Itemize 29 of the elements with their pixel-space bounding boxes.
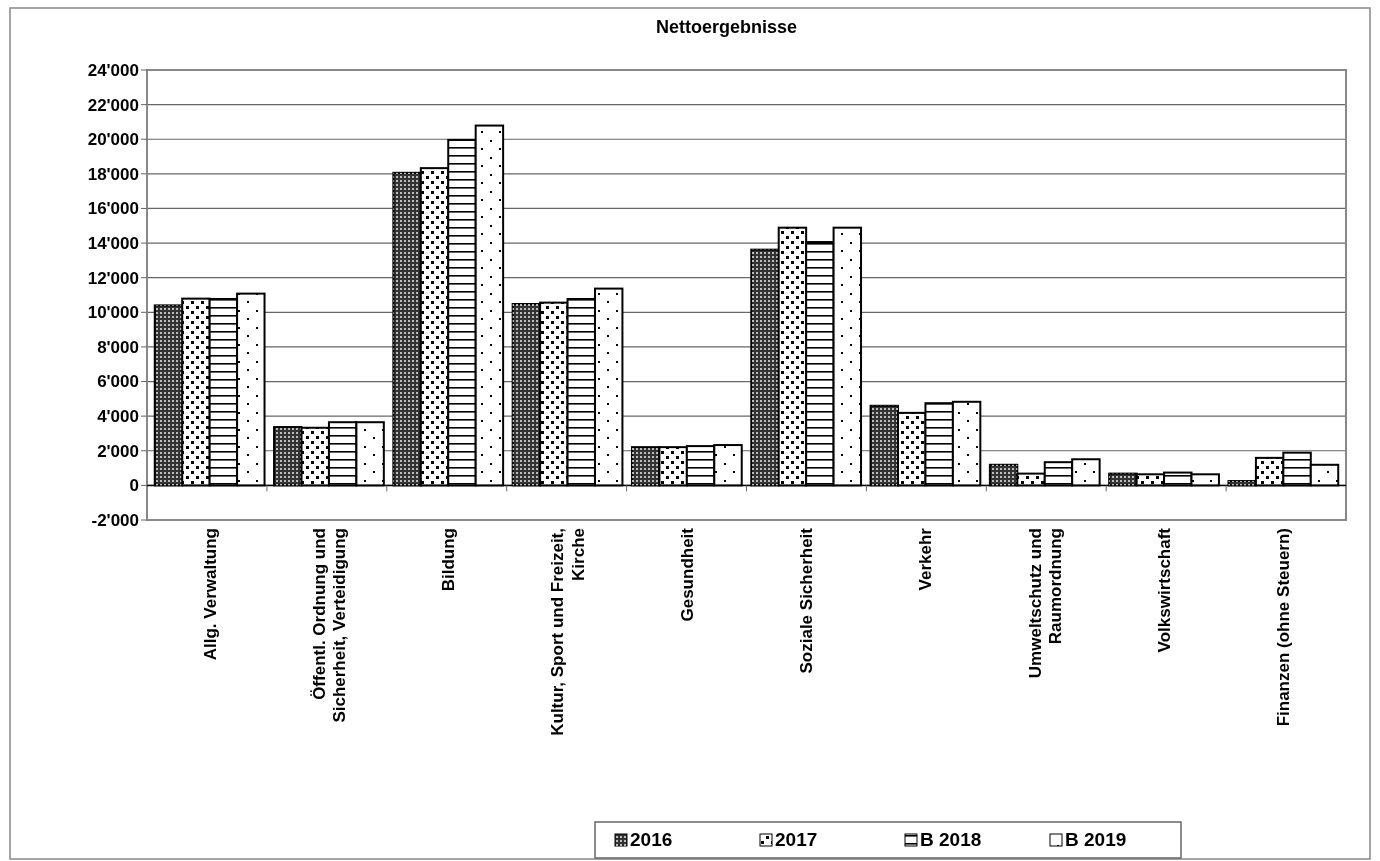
y-tick-label: 22'000: [87, 95, 139, 115]
y-tick-label: 16'000: [87, 199, 139, 219]
y-tick-label: 2'000: [97, 441, 139, 461]
y-tick-label: 4'000: [97, 407, 139, 427]
y-tick-label: 20'000: [87, 130, 139, 150]
y-tick-label: 8'000: [97, 337, 139, 357]
y-tick-label: 0: [129, 476, 139, 496]
y-tick-label: -2'000: [91, 510, 139, 530]
chart-title: Nettoergebnisse: [655, 17, 798, 37]
x-tick-label: Kultur, Sport und Freizeit, Kirche: [548, 528, 588, 736]
x-tick-label: Allg. Verwaltung: [200, 528, 220, 661]
y-tick-label: 24'000: [87, 60, 139, 80]
x-tick-label: Verkehr: [916, 527, 936, 591]
x-tick-label: Gesundheit: [677, 527, 697, 622]
y-tick-label: 10'000: [87, 303, 139, 323]
legend-label: B 2019: [1065, 829, 1127, 850]
x-tick-label: Bildung: [439, 528, 459, 592]
x-tick-label: Volkswirtschaft: [1155, 527, 1174, 653]
y-tick-label: 12'000: [87, 268, 139, 288]
x-tick-label: Umweltschutz und Raumordnung: [1025, 528, 1065, 679]
legend-label: 2017: [775, 829, 818, 850]
y-tick-label: 14'000: [87, 234, 139, 254]
y-tick-label: 18'000: [87, 164, 139, 184]
x-tick-label: Finanzen (ohne Steuern): [1274, 528, 1294, 727]
x-tick-label: Öffentl. Ordnung und Sicherheit, Verteidigung: [309, 528, 350, 723]
x-tick-label: Soziale Sicherheit: [797, 527, 817, 674]
y-tick-label: 6'000: [97, 372, 139, 392]
legend-label: B 2018: [920, 829, 982, 850]
legend-label: 2016: [630, 829, 673, 850]
